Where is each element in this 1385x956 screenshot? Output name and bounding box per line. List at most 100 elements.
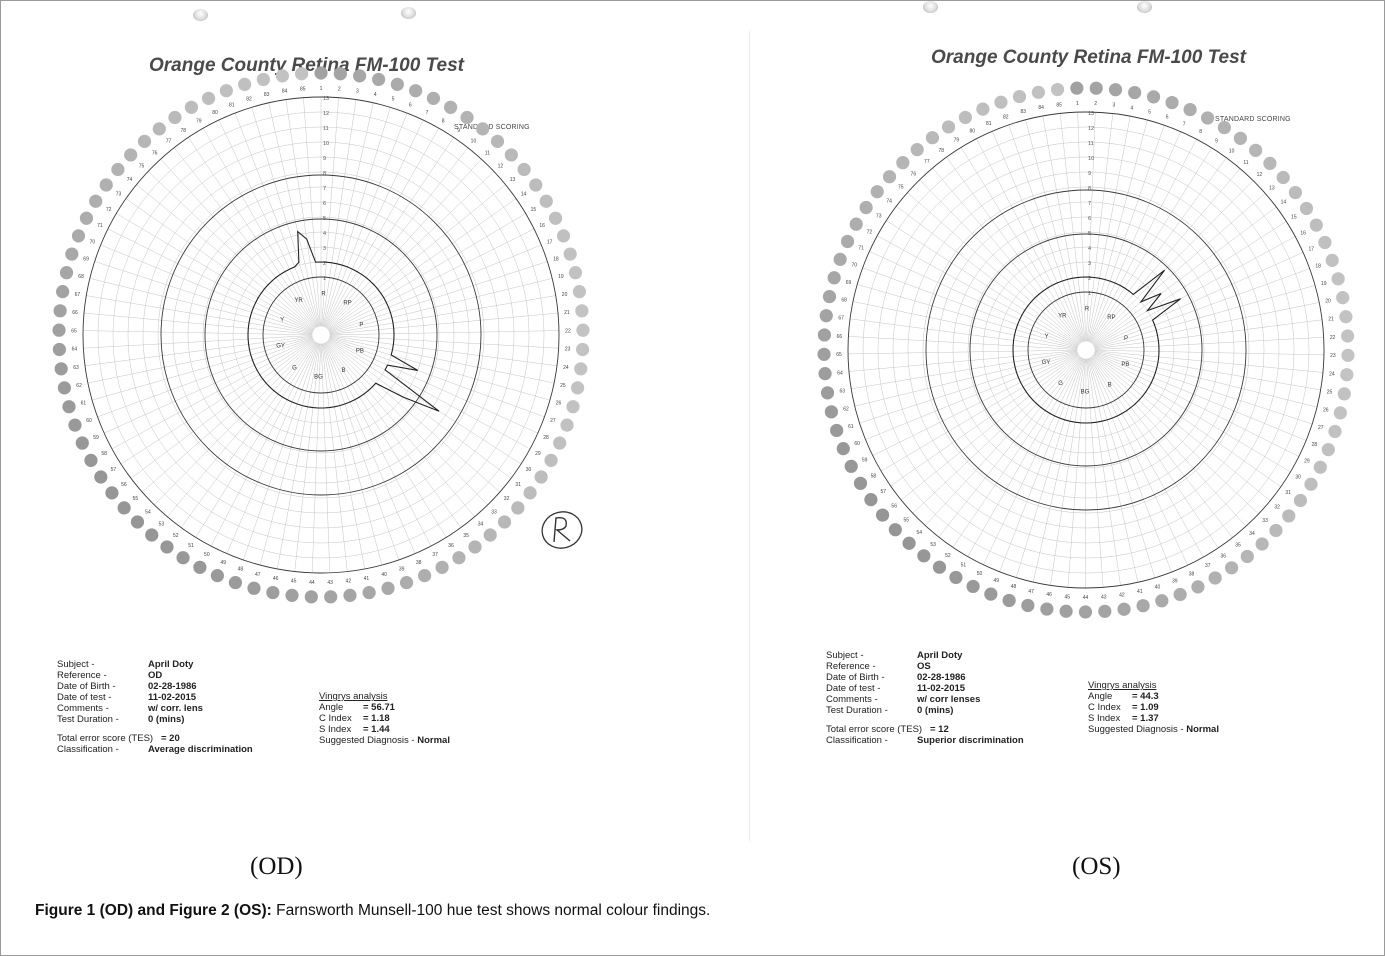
cap-number: 21 — [564, 310, 570, 316]
cap-number: 13 — [510, 177, 516, 183]
vingrys-header: Vingrys analysis — [1088, 680, 1157, 691]
grid-spoke — [1090, 357, 1204, 558]
grid-spoke — [329, 335, 559, 349]
reference-row: Reference - OS — [826, 661, 1024, 672]
test-date-label: Date of test - — [826, 683, 881, 694]
grid-spoke — [850, 318, 1078, 350]
grid-spoke — [89, 278, 313, 334]
grid-spoke — [890, 354, 1080, 487]
test-date-value: 11-02-2015 — [917, 683, 966, 694]
color-cap — [111, 162, 125, 177]
color-cap — [1249, 143, 1263, 157]
cap-number: 73 — [876, 214, 882, 220]
color-cap — [1040, 602, 1054, 616]
color-cap — [390, 77, 404, 91]
color-cap — [68, 418, 82, 432]
grid-spoke — [1087, 358, 1121, 586]
angle-label: Angle — [1088, 691, 1113, 702]
cap-number: 70 — [851, 263, 857, 269]
color-cap — [452, 551, 466, 565]
grid-spoke — [329, 337, 545, 418]
color-cap — [1233, 131, 1248, 145]
cap-number: 14 — [521, 192, 527, 198]
color-cap — [817, 347, 831, 361]
color-cap — [62, 400, 76, 414]
cap-number: 67 — [838, 316, 844, 322]
grid-circle — [967, 231, 1205, 469]
color-cap — [1339, 310, 1353, 324]
dob-label: Date of Birth - — [826, 672, 885, 683]
hue-label: GY — [276, 343, 285, 349]
diagnosis-row: Suggested Diagnosis - Normal — [319, 735, 450, 746]
caption-text: Farnsworth Munsell-100 hue test shows no… — [271, 902, 711, 919]
cap-number: 70 — [90, 240, 96, 246]
color-cap — [576, 323, 590, 337]
grid-spoke — [1025, 119, 1085, 342]
hue-label: P — [1124, 336, 1128, 342]
scale-ring — [969, 233, 1203, 467]
cap-number: 76 — [152, 150, 158, 156]
grid-spoke — [1094, 302, 1320, 349]
grid-circle — [952, 216, 1220, 484]
classification-row: Classification - Superior discrimination — [826, 735, 1024, 746]
cap-number: 27 — [1318, 425, 1324, 431]
color-cap — [1146, 90, 1161, 104]
grid-spoke — [869, 251, 1079, 347]
cap-number: 30 — [526, 467, 532, 473]
cap-number: 36 — [1220, 553, 1226, 559]
grid-spoke — [323, 112, 408, 327]
cap-number: 32 — [504, 496, 510, 502]
color-cap — [824, 405, 838, 419]
cap-number: 6 — [409, 103, 412, 109]
color-cap — [1340, 368, 1354, 382]
punch-hole — [923, 1, 938, 13]
grid-spoke — [226, 342, 318, 554]
grid-spoke — [327, 171, 495, 330]
cap-number: 55 — [133, 496, 139, 502]
color-cap — [483, 528, 497, 542]
grid-spoke — [285, 99, 320, 327]
scale-label: 3 — [323, 246, 326, 252]
cap-number: 22 — [565, 328, 571, 334]
grid-spoke — [326, 158, 482, 329]
grid-spoke — [1089, 357, 1188, 566]
grid-spoke — [976, 138, 1083, 343]
color-cap — [827, 271, 841, 285]
cap-number: 5 — [392, 97, 395, 103]
cap-number: 74 — [127, 177, 133, 183]
color-cap — [1337, 387, 1351, 401]
color-cap — [1059, 604, 1073, 618]
grid-spoke — [952, 357, 1082, 548]
color-cap — [572, 285, 586, 299]
color-cap — [1331, 272, 1345, 286]
color-cap — [568, 266, 583, 280]
grid-spoke — [87, 336, 313, 384]
color-cap — [1070, 81, 1084, 95]
grid-spoke — [154, 341, 316, 506]
cap-number: 80 — [970, 129, 976, 135]
cap-number: 58 — [871, 474, 877, 480]
dob-value: 02-28-1986 — [148, 681, 197, 692]
color-cap — [1318, 235, 1332, 250]
grid-circle — [922, 186, 1250, 514]
grid-spoke — [251, 107, 319, 327]
color-cap — [859, 200, 873, 215]
grid-spoke — [1094, 351, 1321, 391]
cap-number: 76 — [911, 171, 917, 177]
grid-spoke — [327, 340, 512, 479]
cap-number: 57 — [111, 467, 117, 473]
cap-number: 29 — [1304, 459, 1310, 465]
color-cap — [89, 194, 103, 208]
grid-spoke — [328, 338, 538, 434]
color-cap — [1309, 218, 1323, 232]
grid-spoke — [116, 213, 314, 331]
color-cap — [117, 501, 131, 515]
s-index-row: S Index = 1.37 — [1088, 713, 1219, 724]
color-cap — [490, 134, 505, 148]
cap-number: 8 — [1199, 129, 1202, 135]
color-cap — [1313, 460, 1327, 474]
grid-spoke — [311, 343, 321, 573]
color-cap — [853, 476, 868, 490]
